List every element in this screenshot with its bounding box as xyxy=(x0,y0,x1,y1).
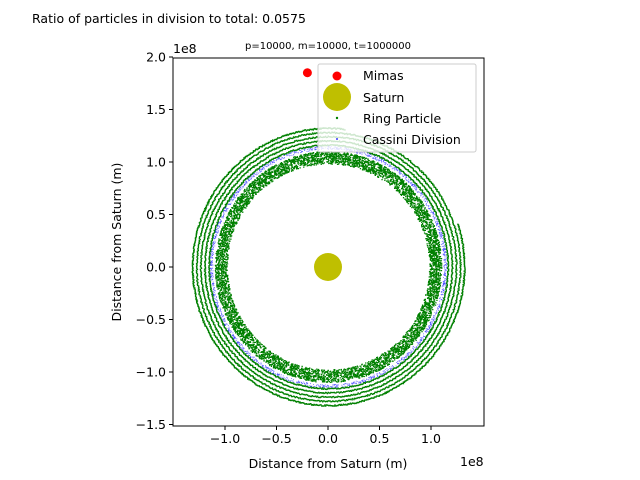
legend-saturn-label: Saturn xyxy=(363,90,404,105)
figure-title: Ratio of particles in division to total:… xyxy=(32,11,306,26)
saturn-point xyxy=(314,253,342,281)
y-tick-label: −1.5 xyxy=(136,417,166,432)
legend-box xyxy=(317,63,477,153)
x-axis-ticks: −1.0 −0.5 0.0 0.5 1.0 xyxy=(210,426,441,446)
legend: Mimas Saturn Ring Particle Cassini Divis… xyxy=(317,63,477,153)
legend-cassini-division-label: Cassini Division xyxy=(363,132,461,147)
x-tick-label: 0.0 xyxy=(318,431,338,446)
scatter-plot: p=10000, m=10000, t=1000000 −1.0 −0.5 0.0 0… xyxy=(109,41,485,471)
x-tick-label: −0.5 xyxy=(261,431,291,446)
legend-mimas-label: Mimas xyxy=(363,68,404,83)
y-tick-label: −1.0 xyxy=(136,365,166,380)
y-tick-label: 2.0 xyxy=(146,50,166,65)
y-tick-label: 1.0 xyxy=(146,155,166,170)
legend-saturn-marker xyxy=(323,83,351,111)
x-tick-label: 1.0 xyxy=(421,431,441,446)
y-axis-label: Distance from Saturn (m) xyxy=(109,163,124,322)
y-tick-label: −0.5 xyxy=(136,312,166,327)
legend-ring-particle-label: Ring Particle xyxy=(363,111,441,126)
mimas-point xyxy=(302,68,312,78)
legend-cassini-division-marker xyxy=(336,138,338,140)
y-axis-ticks: −1.5 −1.0 −0.5 0.0 0.5 1.0 1.5 2.0 xyxy=(136,50,173,432)
ring-particle-band xyxy=(214,150,443,384)
legend-ring-particle-marker xyxy=(335,116,339,120)
legend-mimas-marker xyxy=(332,71,342,81)
x-axis-label: Distance from Saturn (m) xyxy=(249,456,408,471)
y-tick-label: 1.5 xyxy=(146,102,166,117)
x-offset-label: 1e8 xyxy=(460,454,484,469)
chart-title: p=10000, m=10000, t=1000000 xyxy=(245,41,411,52)
y-offset-label: 1e8 xyxy=(173,41,197,56)
y-tick-label: 0.5 xyxy=(146,207,166,222)
y-tick-label: 0.0 xyxy=(146,260,166,275)
x-tick-label: −1.0 xyxy=(210,431,240,446)
x-tick-label: 0.5 xyxy=(370,431,390,446)
